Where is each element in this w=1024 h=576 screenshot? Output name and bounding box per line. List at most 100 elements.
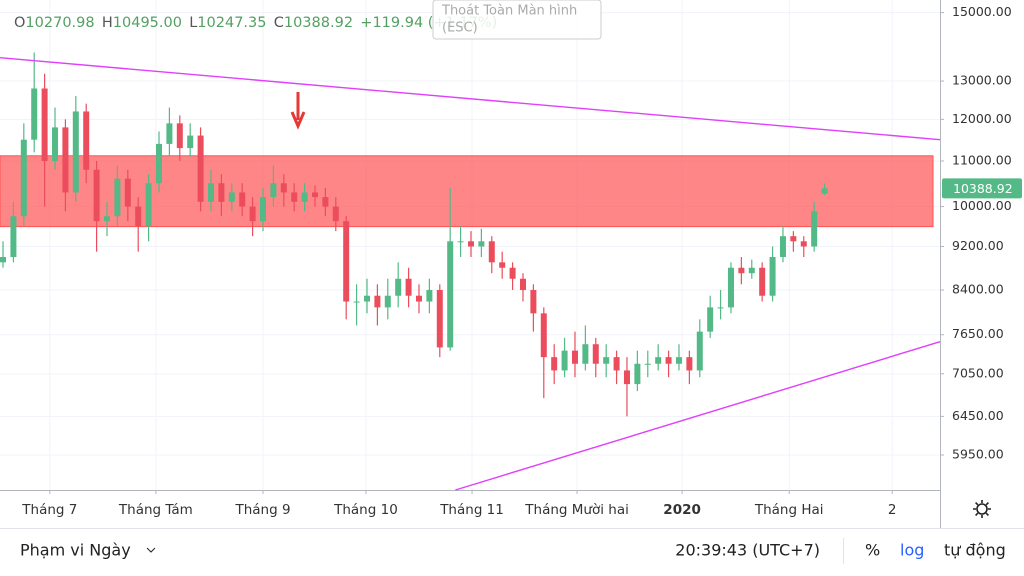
- x-tick-label: Tháng 10: [333, 502, 398, 518]
- candle-body: [395, 278, 402, 296]
- candle-body: [405, 278, 412, 296]
- auto-button[interactable]: tự động: [944, 541, 1006, 560]
- candle-body: [353, 301, 360, 303]
- candle-body: [156, 143, 163, 184]
- ohlc-prefix: H: [102, 15, 113, 31]
- candle-body: [176, 123, 183, 149]
- candle-body: [603, 357, 610, 364]
- candle-body: [291, 192, 298, 202]
- tooltip-text: (ESC): [442, 21, 478, 36]
- candle-body: [166, 123, 173, 144]
- candle-body: [436, 289, 443, 348]
- spacer: [182, 15, 189, 31]
- spacer: [95, 15, 102, 31]
- percent-button[interactable]: %: [865, 541, 880, 560]
- candle-body: [239, 192, 246, 207]
- candle-body: [208, 183, 215, 202]
- candle-body: [478, 241, 485, 247]
- gear-teeth: [973, 500, 991, 518]
- ohlc-value: 10495.00: [113, 15, 182, 31]
- candle-body: [571, 350, 578, 364]
- candle-body: [811, 211, 818, 247]
- spacer: [266, 15, 273, 31]
- settings-button[interactable]: [973, 500, 991, 518]
- candle-body: [104, 216, 111, 222]
- candle-body: [41, 88, 48, 161]
- x-tick-label: Tháng Hai: [754, 502, 824, 518]
- x-tick-label: Tháng Mười hai: [524, 502, 629, 518]
- y-tick-label: 12000.00: [952, 111, 1012, 126]
- clock: 20:39:43 (UTC+7): [675, 541, 820, 560]
- x-tick-label: 2020: [663, 502, 701, 518]
- candle-body: [707, 307, 714, 332]
- candle-body: [530, 289, 537, 314]
- x-tick-label: Tháng Tám: [118, 502, 193, 518]
- x-tick-label: Tháng 7: [21, 502, 77, 518]
- candle-body: [790, 236, 797, 242]
- candle-body: [135, 206, 142, 227]
- candle-body: [509, 267, 516, 279]
- candle-body: [72, 111, 79, 193]
- y-tick-label: 7050.00: [952, 365, 1004, 380]
- candle-body: [249, 206, 256, 222]
- candle-body: [717, 307, 724, 309]
- candle-body: [467, 241, 474, 247]
- candle-body: [0, 256, 7, 263]
- time-axis-border: [0, 490, 940, 491]
- candle-body: [197, 135, 204, 202]
- candle-body: [779, 236, 786, 257]
- candle-body: [31, 88, 38, 140]
- candle-body: [800, 241, 807, 247]
- candle-body: [675, 357, 682, 364]
- candle-body: [332, 206, 339, 222]
- y-tick-label: 6450.00: [952, 408, 1004, 423]
- candle-body: [322, 197, 329, 207]
- price-axis-border: [940, 0, 941, 528]
- ohlc-value: 10270.98: [25, 15, 94, 31]
- candle-body: [759, 267, 766, 296]
- log-button[interactable]: log: [900, 541, 924, 560]
- candle-body: [519, 278, 526, 290]
- candle-body: [592, 344, 599, 364]
- candle-body: [457, 241, 464, 243]
- range-selector[interactable]: Phạm vi Ngày: [20, 541, 131, 560]
- resistance-zone: [0, 155, 934, 228]
- candle-body: [447, 241, 454, 348]
- candle-body: [187, 135, 194, 149]
- separator: [843, 538, 844, 564]
- y-tick-label: 10000.00: [952, 198, 1012, 213]
- candle-body: [551, 357, 558, 371]
- arrow-annotation: [290, 92, 306, 130]
- candle-body: [311, 192, 318, 198]
- candle-body: [821, 188, 828, 194]
- dropdown-icon: [146, 547, 156, 553]
- tooltip: Thoát Toàn Màn hình (ESC): [432, 0, 602, 40]
- candle-body: [301, 192, 308, 202]
- candle-body: [343, 221, 350, 302]
- candle-body: [634, 363, 641, 385]
- candle-body: [748, 267, 755, 274]
- candle-body: [540, 313, 547, 358]
- y-tick-label: 11000.00: [952, 152, 1012, 167]
- candle-body: [83, 111, 90, 170]
- candle-body: [655, 357, 662, 364]
- candle-body: [727, 267, 734, 308]
- candle-body: [696, 331, 703, 371]
- ohlc-value: 10388.92: [284, 15, 353, 31]
- candle-body: [686, 357, 693, 371]
- candle-body: [426, 289, 433, 302]
- gear-icon: [976, 503, 988, 515]
- candle-body: [374, 295, 381, 308]
- candle-body: [218, 183, 225, 202]
- toolbar-border: [0, 528, 1024, 529]
- candle-body: [62, 127, 69, 193]
- candle-body: [145, 183, 152, 227]
- candle-body: [93, 169, 100, 222]
- candle-body: [415, 295, 422, 302]
- candle-body: [644, 363, 651, 365]
- ohlc-prefix: C: [274, 15, 284, 31]
- last-price-label: 10388.92: [953, 181, 1013, 196]
- ohlc-prefix: O: [14, 15, 25, 31]
